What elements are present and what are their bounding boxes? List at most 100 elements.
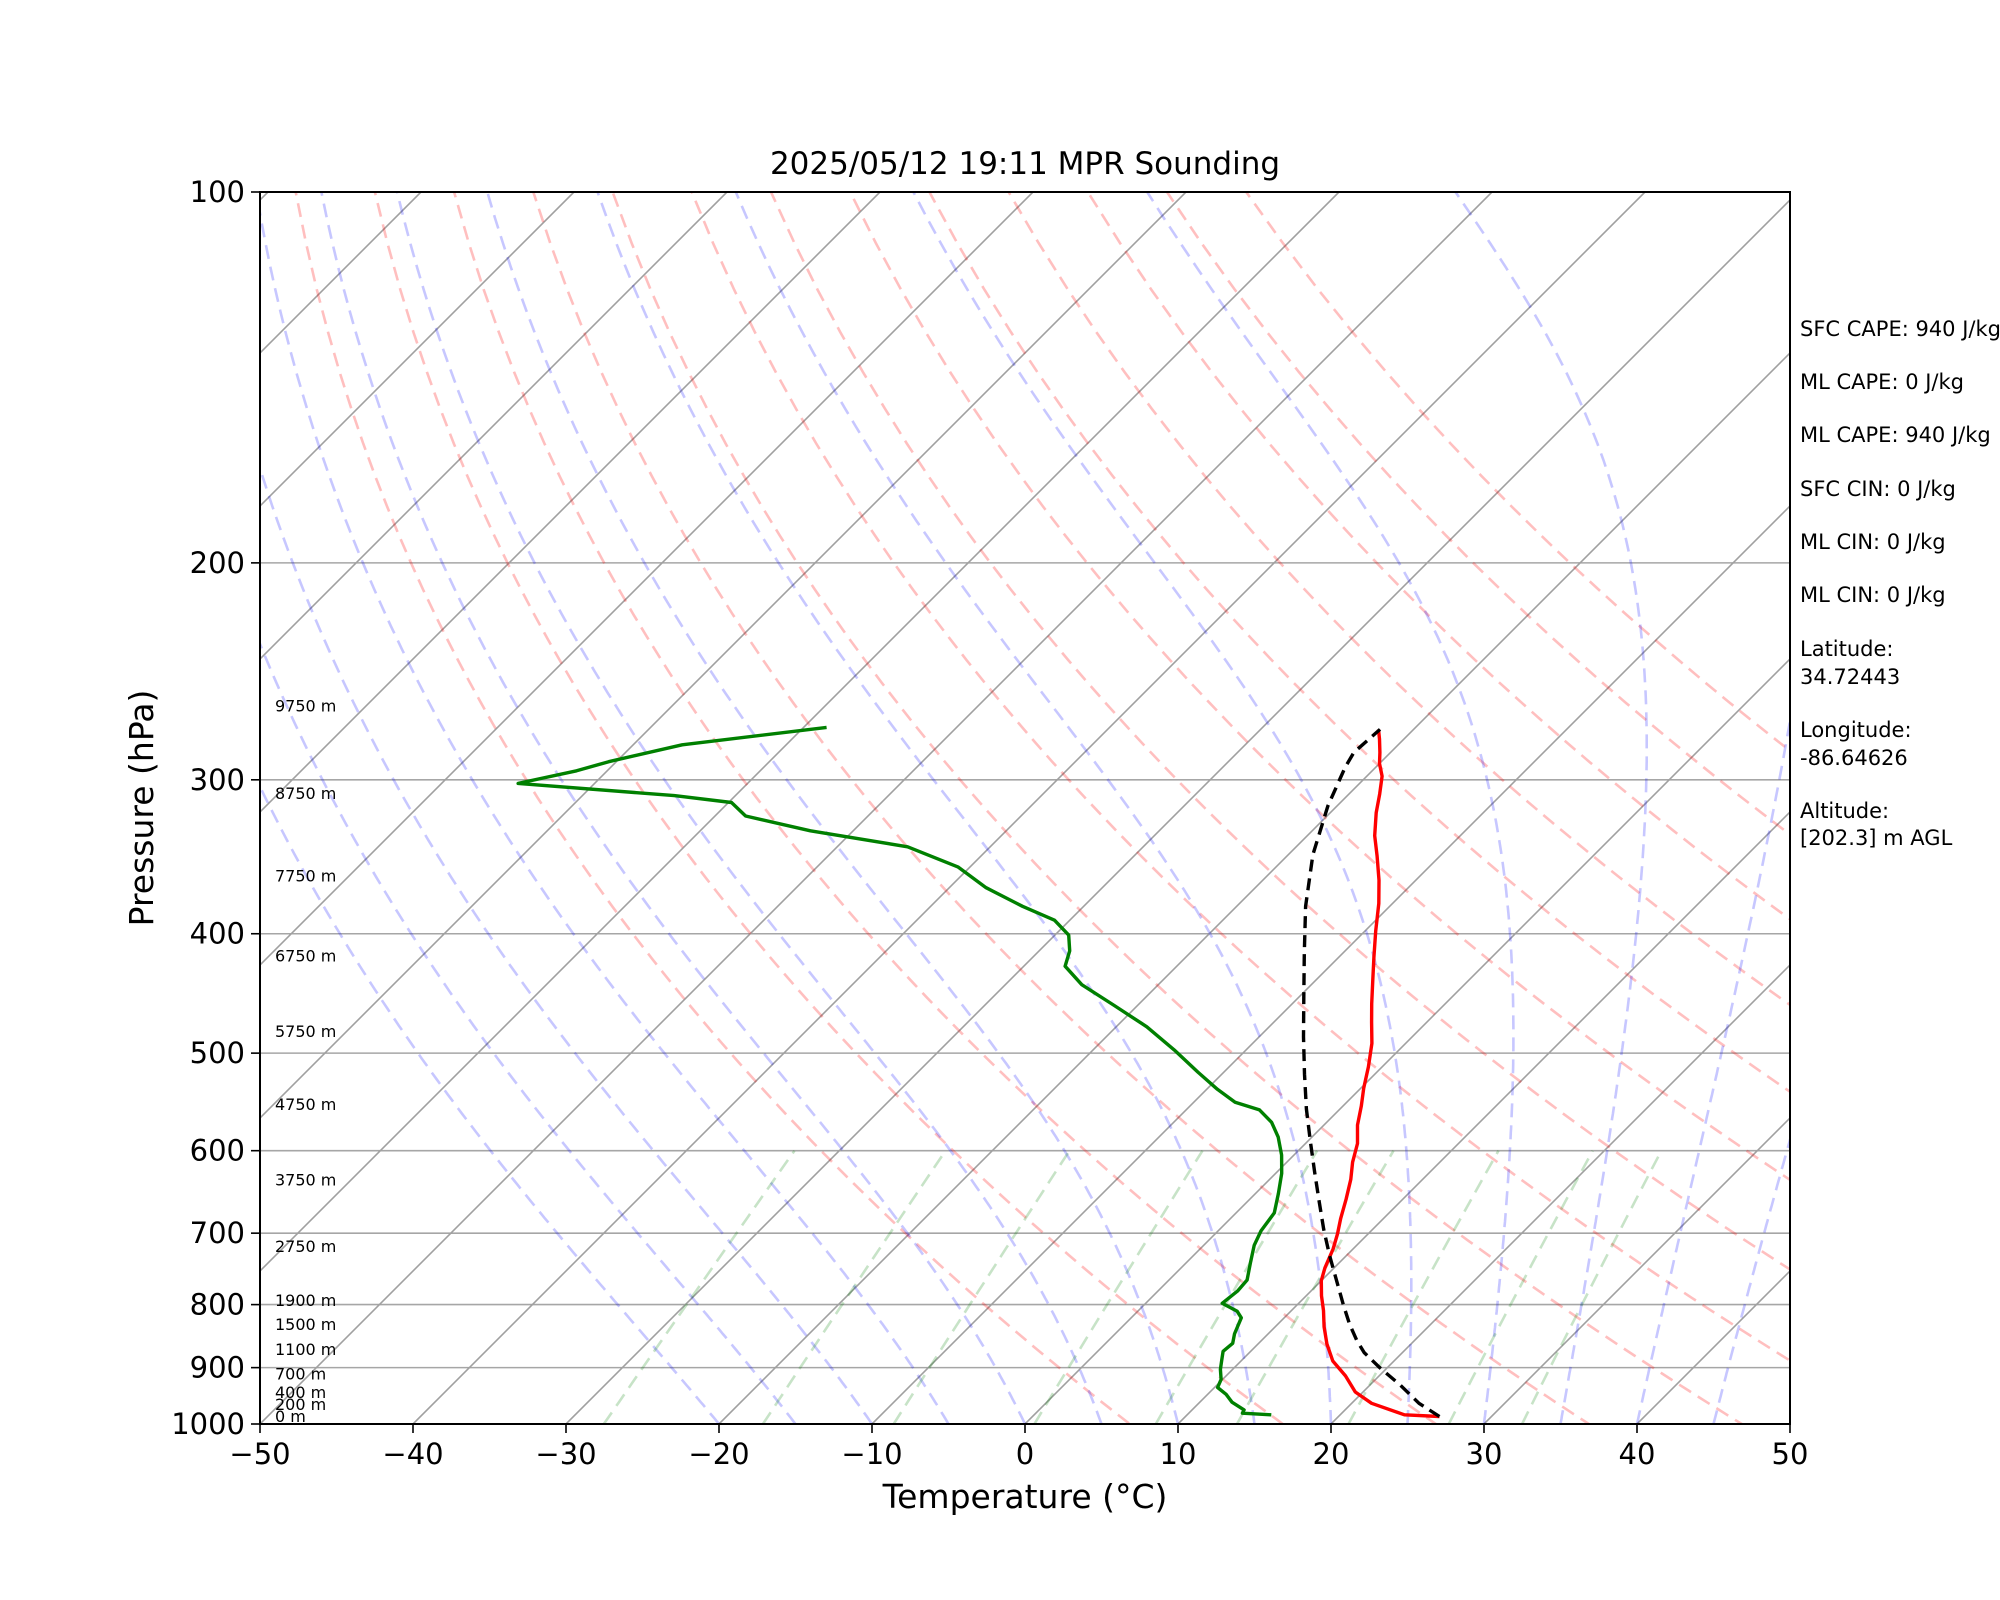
y-tick-label: 500 <box>190 1036 245 1070</box>
isotherm-line <box>1483 1116 1790 1424</box>
mixing-ratio-line <box>1154 1150 1319 1424</box>
isotherm-line <box>260 192 728 661</box>
moist-adiabat-line <box>1712 1134 1790 1424</box>
dry-adiabat-line <box>532 192 1592 1424</box>
x-tick-label: 20 <box>1313 1437 1350 1471</box>
moist-adiabat-line <box>1454 192 1648 1424</box>
moist-adiabat-line <box>1635 713 1790 1424</box>
y-tick-label: 300 <box>190 763 245 797</box>
dry-adiabat-line <box>1165 192 1790 837</box>
height-label: 7750 m <box>275 866 336 885</box>
y-tick-label: 600 <box>190 1134 245 1168</box>
mixing-ratio-line <box>892 1149 1071 1424</box>
x-tick-label: 10 <box>1160 1437 1197 1471</box>
x-tick-label: −50 <box>229 1437 290 1471</box>
dewpoint-profile <box>516 725 1284 1417</box>
mixing-ratio-line <box>1235 1150 1395 1424</box>
height-label: 9750 m <box>275 696 336 715</box>
mixing-ratio-line <box>1033 1150 1204 1424</box>
info-line: -86.64626 <box>1800 746 1908 770</box>
moist-adiabat-line <box>260 640 797 1424</box>
height-label: 5750 m <box>275 1022 336 1041</box>
isotherm-line <box>260 192 1034 967</box>
x-tick-label: −10 <box>841 1437 902 1471</box>
isotherm-line <box>1024 657 1790 1424</box>
x-tick-label: 30 <box>1466 1437 1503 1471</box>
y-tick-label: 700 <box>190 1216 245 1250</box>
plot-frame <box>259 191 1791 1425</box>
isotherm-line <box>260 192 575 508</box>
dry-adiabat-line <box>1086 192 1790 921</box>
info-line: SFC CAPE: 940 J/kg <box>1800 317 2000 341</box>
dry-adiabat-line <box>769 192 1790 1272</box>
series-layer <box>516 725 1441 1419</box>
info-line: ML CAPE: 940 J/kg <box>1800 423 1991 447</box>
isotherm-line <box>0 192 115 1424</box>
moist-adiabat-line <box>320 192 1027 1424</box>
isotherm-line <box>565 198 1790 1424</box>
parcel-profile <box>1301 728 1441 1418</box>
isotherm-line <box>260 192 1493 1424</box>
y-tick-label: 200 <box>190 546 245 580</box>
height-label: 200 m <box>275 1395 326 1414</box>
isotherm-line <box>1330 963 1790 1424</box>
dry-adiabat-line <box>1007 192 1790 1007</box>
height-label: 1900 m <box>275 1291 336 1310</box>
mixing-ratio-line <box>1347 1150 1500 1424</box>
y-tick-label: 100 <box>190 175 245 209</box>
isotherm-line <box>260 192 881 814</box>
height-label: 2750 m <box>275 1237 336 1256</box>
x-tick-label: 40 <box>1619 1437 1656 1471</box>
isotherm-line <box>1177 810 1790 1424</box>
height-label: 1500 m <box>275 1315 336 1334</box>
height-label: 1100 m <box>275 1340 336 1359</box>
y-tick-label: 800 <box>190 1288 245 1322</box>
isotherm-line <box>718 351 1790 1424</box>
moist-adiabat-line <box>486 192 1180 1424</box>
y-tick-label: 400 <box>190 917 245 951</box>
chart-title: 2025/05/12 19:11 MPR Sounding <box>770 146 1280 182</box>
x-tick-label: −20 <box>688 1437 749 1471</box>
isotherm-line <box>412 192 1646 1424</box>
isotherm-line <box>871 504 1790 1424</box>
isotherm-line <box>260 192 1187 1120</box>
x-tick-label: 0 <box>1016 1437 1034 1471</box>
info-line: SFC CIN: 0 J/kg <box>1800 477 1956 501</box>
moist-adiabat-line <box>260 464 874 1424</box>
moist-adiabat-line <box>912 192 1413 1424</box>
height-label: 400 m <box>275 1383 326 1402</box>
dry-adiabat-line <box>1245 192 1790 753</box>
height-label: 0 m <box>275 1407 306 1426</box>
x-axis: −50 −40 −30 −20 −10 0 10 20 30 40 50 <box>229 1424 1808 1471</box>
info-line: 34.72443 <box>1800 665 1900 689</box>
height-label: 3750 m <box>275 1171 336 1190</box>
moist-adiabat-line <box>395 192 1103 1424</box>
info-panel: SFC CAPE: 940 J/kg ML CAPE: 0 J/kg ML CAPE… <box>1800 317 2000 850</box>
dry-adiabat-line <box>611 192 1745 1424</box>
moist-adiabat-line <box>1146 192 1515 1424</box>
height-label: 700 m <box>275 1365 326 1384</box>
moist-adiabat-line <box>734 192 1333 1424</box>
mixing-ratio-line <box>1520 1150 1663 1424</box>
height-label: 8750 m <box>275 784 336 803</box>
info-line: Latitude: <box>1800 637 1894 661</box>
height-label: 6750 m <box>275 947 336 966</box>
x-tick-label: −40 <box>382 1437 443 1471</box>
moist-adiabat-line <box>596 192 1256 1424</box>
x-tick-label: 50 <box>1772 1437 1809 1471</box>
y-tick-label: 1000 <box>171 1407 245 1441</box>
y-axis: 100 200 300 400 500 600 700 800 900 1000 <box>171 175 260 1441</box>
dry-adiabat-line <box>690 192 1790 1363</box>
grid-layer <box>0 192 1790 1424</box>
dry-adiabat-line <box>373 192 1286 1424</box>
dry-adiabat-line <box>928 192 1790 1094</box>
info-line: [202.3] m AGL <box>1800 826 1953 850</box>
mixing-ratio-line <box>602 1149 796 1424</box>
dry-adiabat-line <box>294 192 1132 1424</box>
mixing-ratio-line <box>1447 1150 1594 1424</box>
info-line: ML CIN: 0 J/kg <box>1800 530 1946 554</box>
dry-adiabat-line <box>849 192 1790 1182</box>
info-line: Longitude: <box>1800 718 1912 742</box>
